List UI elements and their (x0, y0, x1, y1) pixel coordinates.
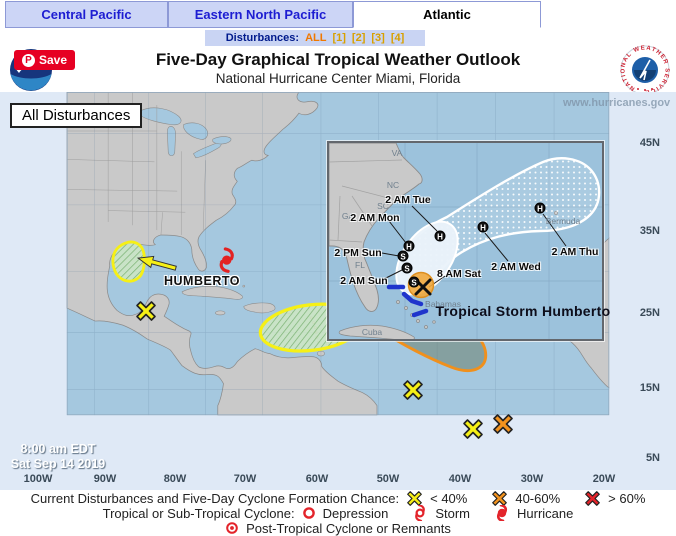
tab-eastern-north-pacific[interactable]: Eastern North Pacific (168, 1, 353, 28)
storm-name-label: HUMBERTO (164, 274, 240, 288)
forecast-time-label: 2 AM Wed (491, 261, 541, 273)
track-point-marker: H (477, 221, 489, 233)
longitude-label: 80W (163, 473, 187, 485)
depression-label: Depression (322, 505, 389, 521)
inset-geo-label: FL (355, 260, 365, 270)
track-point-marker: H (534, 202, 546, 214)
longitude-label: 90W (93, 473, 117, 485)
latitude-label: 35N (639, 225, 660, 237)
longitude-label: 40W (448, 473, 472, 485)
pinterest-icon: P (22, 53, 35, 67)
longitude-label: 70W (233, 473, 257, 485)
inset-canvas (328, 142, 602, 341)
disturbance-filter-2[interactable]: [2] (351, 32, 366, 44)
forecast-time-label: 2 AM Thu (551, 246, 599, 258)
chance-high-x-icon (584, 490, 601, 507)
track-point-marker: S (408, 276, 420, 288)
forecast-time-label: 2 PM Sun (334, 247, 382, 259)
map-legend: Current Disturbances and Five-Day Cyclon… (0, 490, 676, 536)
disturbances-label: Disturbances: (225, 32, 300, 44)
watch-warning-segments (386, 284, 429, 318)
watermark: www.hurricanes.gov (563, 97, 671, 109)
disturbance-filter-4[interactable]: [4] (390, 32, 405, 44)
latitude-label: 25N (639, 307, 660, 319)
disturbance-x-marker[interactable] (400, 377, 426, 403)
forecast-time-label: 8 AM Sat (437, 268, 481, 280)
legend-chance-label: Current Disturbances and Five-Day Cyclon… (30, 490, 400, 506)
disturbance-x-marker[interactable] (460, 416, 486, 442)
post-tropical-label: Post-Tropical Cyclone or Remnants (246, 520, 451, 536)
inset-storm-title: Tropical Storm Humberto (435, 303, 611, 319)
inset-geo-label: Cuba (361, 327, 383, 337)
legend-cyclone-row: Tropical or Sub-Tropical Cyclone: Depres… (0, 505, 676, 521)
disturbances-filter-bar: Disturbances: ALL [1] [2] [3] [4] (205, 30, 425, 46)
humberto-track-inset (327, 141, 604, 341)
inset-land (328, 142, 423, 312)
track-point-marker: S (401, 262, 413, 274)
disturbance-filter-1[interactable]: [1] (332, 32, 346, 44)
page-subtitle: National Hurricane Center Miami, Florida (215, 71, 461, 86)
hurricane-icon (494, 505, 510, 521)
disturbance-x-marker[interactable] (133, 298, 159, 324)
hurricane-label: Hurricane (517, 505, 574, 521)
chance-low-x-icon (406, 490, 423, 507)
legend-cyclone-label: Tropical or Sub-Tropical Cyclone: (102, 505, 295, 521)
pinterest-save-label: Save (39, 53, 68, 67)
disturbance-area-gulf[interactable] (111, 240, 146, 283)
track-point-marker: H (403, 240, 415, 252)
nws-logo[interactable]: NATIONAL WEATHER SERVICE (620, 45, 670, 100)
longitude-label: 100W (23, 473, 53, 485)
inset-geo-label: Bermuda (545, 216, 581, 226)
chance-med-x-icon (491, 490, 508, 507)
region-tab-bar: Central Pacific Eastern North Pacific At… (0, 0, 676, 30)
pinterest-save-button[interactable]: P Save (14, 50, 76, 70)
forecast-time-label: 2 AM Sun (340, 275, 388, 287)
mode-selector-box[interactable]: All Disturbances (10, 103, 143, 128)
depression-icon (302, 506, 316, 520)
inset-geo-label: Bahamas (425, 299, 461, 309)
inset-geo-label: GA (341, 211, 355, 221)
storm-label: Storm (435, 505, 471, 521)
issuance-timestamp: 8:00 am EDT Sat Sep 14 2019 (10, 442, 106, 471)
tropical-storm-icon[interactable] (219, 247, 234, 273)
chance-high-label: > 60% (608, 490, 646, 506)
inset-islands (338, 211, 558, 341)
legend-formation-chance-row: Current Disturbances and Five-Day Cyclon… (0, 490, 676, 507)
longitude-label: 60W (305, 473, 329, 485)
disturbances-all-link[interactable]: ALL (305, 32, 327, 44)
latitude-label: 5N (645, 452, 660, 464)
inset-geo-label: NC (386, 180, 400, 190)
tab-atlantic[interactable]: Atlantic (353, 1, 541, 28)
longitude-label: 30W (520, 473, 544, 485)
chance-low-label: < 40% (430, 490, 468, 506)
chance-med-label: 40-60% (515, 490, 561, 506)
forecast-time-label: 2 AM Mon (350, 212, 400, 224)
tab-central-pacific[interactable]: Central Pacific (5, 1, 168, 28)
page-header (0, 46, 676, 92)
page-title: Five-Day Graphical Tropical Weather Outl… (155, 50, 521, 69)
motion-arrow-gulf (136, 255, 177, 271)
longitude-label: 20W (592, 473, 616, 485)
storm-icon (412, 505, 428, 521)
track-point-marker: H (434, 230, 446, 242)
inset-geo-label: VA (391, 148, 403, 158)
track-point-marker: S (397, 250, 409, 262)
latitude-label: 15N (639, 382, 660, 394)
disturbance-filter-3[interactable]: [3] (371, 32, 385, 44)
disturbance-x-marker[interactable] (490, 411, 516, 437)
longitude-label: 50W (376, 473, 400, 485)
inset-geo-label: SC (377, 201, 389, 211)
forecast-time-label: 2 AM Tue (385, 194, 431, 206)
great-lakes (140, 107, 232, 159)
latitude-label: 45N (639, 137, 660, 149)
